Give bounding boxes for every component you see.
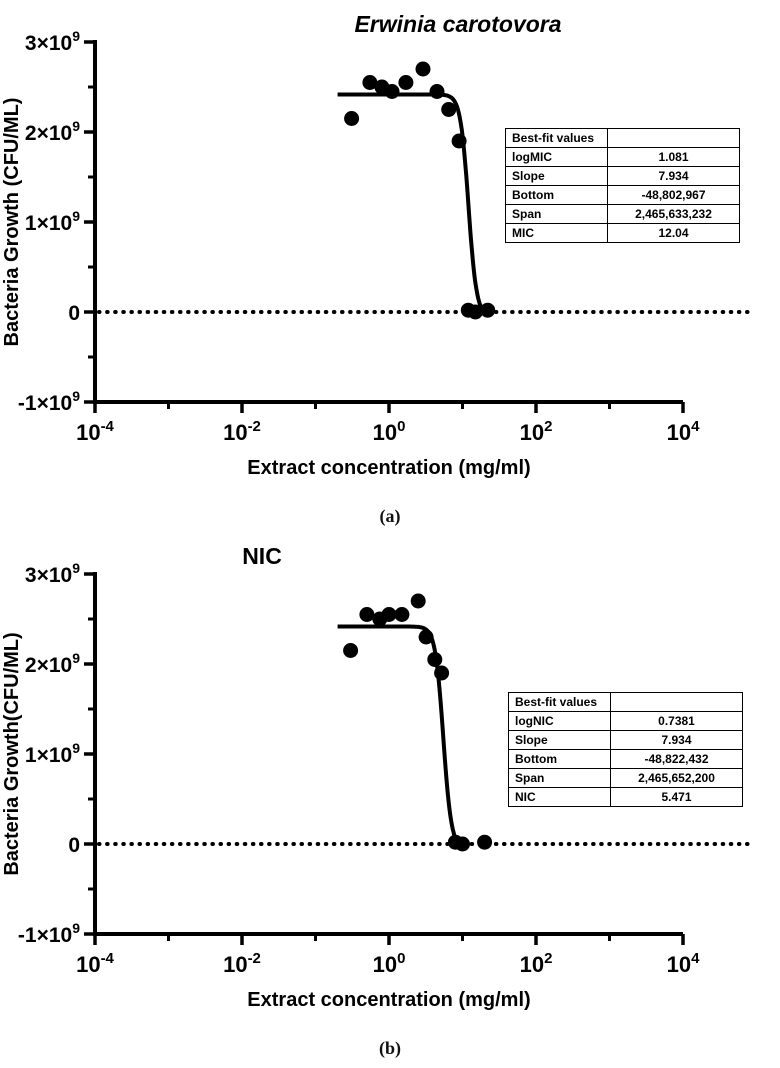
best-fit-table-a: Best-fit values logMIC 1.081 Slope 7.934 Bot…	[505, 128, 740, 243]
y-axis-label: Bacteria Growth(CFU/ML)	[1, 632, 23, 875]
data-point	[410, 593, 426, 609]
fit-row: Span 2,465,652,200	[508, 768, 743, 788]
fit-param-value: 1.081	[607, 147, 740, 167]
y-tick-label: -1×109	[18, 388, 80, 415]
caption-a: (a)	[379, 506, 401, 526]
fit-param-label: Slope	[505, 166, 608, 186]
x-tick-label: 104	[667, 950, 700, 977]
best-fit-table: Best-fit values logMIC 1.081 Slope 7.934 Bot…	[505, 128, 740, 243]
chart-a: Erwinia carotovora 10-4 10-2 100 102 104 -1×10…	[1, 11, 757, 479]
fit-param-label: logMIC	[505, 147, 608, 167]
fit-row: MIC 12.04	[505, 223, 740, 243]
fit-row: logMIC 1.081	[505, 147, 740, 167]
fit-row: Bottom -48,802,967	[505, 185, 740, 205]
data-point	[384, 84, 400, 99]
fit-param-label: NIC	[508, 787, 611, 807]
fit-param-value: 7.934	[607, 166, 740, 186]
data-point	[427, 652, 443, 667]
x-tick-label: 10-2	[223, 418, 261, 445]
fit-param-label: Span	[505, 204, 608, 224]
fit-row: NIC 5.471	[508, 787, 743, 807]
x-tick-label: 100	[373, 418, 406, 445]
best-fit-table-b: Best-fit values logNIC 0.7381 Slope 7.934 Bo…	[508, 692, 743, 807]
fit-row: Span 2,465,633,232	[505, 204, 740, 224]
y-tick-label: 3×109	[25, 28, 80, 55]
fit-curve	[336, 624, 467, 850]
fit-param-label: MIC	[505, 223, 608, 243]
fit-row: logNIC 0.7381	[508, 711, 743, 731]
fit-param-value: 12.04	[607, 223, 740, 243]
y-tick-label: 0	[68, 834, 80, 857]
x-axis-label: Extract concentration (mg/ml)	[247, 457, 530, 479]
x-tick-label: 102	[520, 418, 553, 445]
fit-param-label: Bottom	[505, 185, 608, 205]
data-point	[477, 834, 493, 850]
y-tick-label: 1×109	[25, 208, 80, 235]
x-tick-label: 102	[520, 950, 553, 977]
x-tick-label: 100	[373, 950, 406, 977]
x-tick-label: 10-2	[223, 950, 261, 977]
fit-table-header: Best-fit values	[505, 128, 608, 148]
fit-param-value: -48,802,967	[607, 185, 740, 205]
fit-row: Slope 7.934	[505, 166, 740, 186]
x-tick-label: 10-4	[76, 950, 114, 977]
fit-header-empty-cell	[610, 692, 743, 712]
chart-title: Erwinia carotovora	[354, 11, 561, 37]
fit-header-empty-cell	[607, 128, 740, 148]
y-tick-label: -1×109	[18, 920, 80, 947]
fit-param-value: 5.471	[610, 787, 743, 807]
data-point	[362, 75, 378, 90]
data-point	[415, 61, 431, 77]
x-tick-label: 10-4	[76, 418, 114, 445]
x-axis-label: Extract concentration (mg/ml)	[247, 989, 530, 1011]
data-point	[451, 133, 467, 149]
data-point	[418, 629, 434, 645]
fit-param-value: 0.7381	[610, 711, 743, 731]
data-point	[480, 302, 496, 318]
fit-header-row: Best-fit values	[508, 692, 743, 712]
fit-param-label: logNIC	[508, 711, 611, 731]
y-tick-label: 1×109	[25, 740, 80, 767]
fit-param-value: 2,465,633,232	[607, 204, 740, 224]
fit-header-row: Best-fit values	[505, 128, 740, 148]
data-point	[398, 75, 414, 90]
y-axis-label: Bacteria Growth (CFU/ML)	[1, 98, 23, 347]
panel-a: Erwinia carotovora 10-4 10-2 100 102 104 -1×10…	[0, 2, 780, 534]
chart-b: NIC 10-4 10-2 100 102 104 -1×109 0 1×109 2×109 3×1…	[1, 543, 757, 1011]
data-point	[344, 111, 360, 126]
y-tick-label: 2×109	[25, 650, 80, 677]
chart-title: NIC	[242, 543, 282, 569]
caption-b: (b)	[379, 1038, 401, 1058]
fit-curve	[336, 92, 487, 314]
fit-row: Bottom -48,822,432	[508, 749, 743, 769]
fit-param-value: -48,822,432	[610, 749, 743, 769]
fit-param-label: Bottom	[508, 749, 611, 769]
data-point	[343, 643, 359, 658]
x-tick-label: 104	[667, 418, 700, 445]
data-point	[455, 836, 470, 852]
fit-param-label: Slope	[508, 730, 611, 750]
y-tick-label: 0	[68, 302, 80, 325]
best-fit-table: Best-fit values logNIC 0.7381 Slope 7.934 Bo…	[508, 692, 743, 807]
data-point	[359, 607, 375, 622]
data-point	[467, 304, 483, 320]
fit-param-value: 7.934	[610, 730, 743, 750]
fit-param-value: 2,465,652,200	[610, 768, 743, 788]
y-tick-label: 2×109	[25, 118, 80, 145]
y-tick-label: 3×109	[25, 560, 80, 587]
data-point	[381, 607, 397, 622]
data-point	[441, 102, 457, 117]
fit-param-label: Span	[508, 768, 611, 788]
data-point	[394, 607, 410, 622]
data-point	[429, 84, 445, 99]
data-point	[434, 665, 450, 681]
fit-table-header: Best-fit values	[508, 692, 611, 712]
panel-b: NIC 10-4 10-2 100 102 104 -1×109 0 1×109 2×109 3×1…	[0, 534, 780, 1066]
fit-row: Slope 7.934	[508, 730, 743, 750]
